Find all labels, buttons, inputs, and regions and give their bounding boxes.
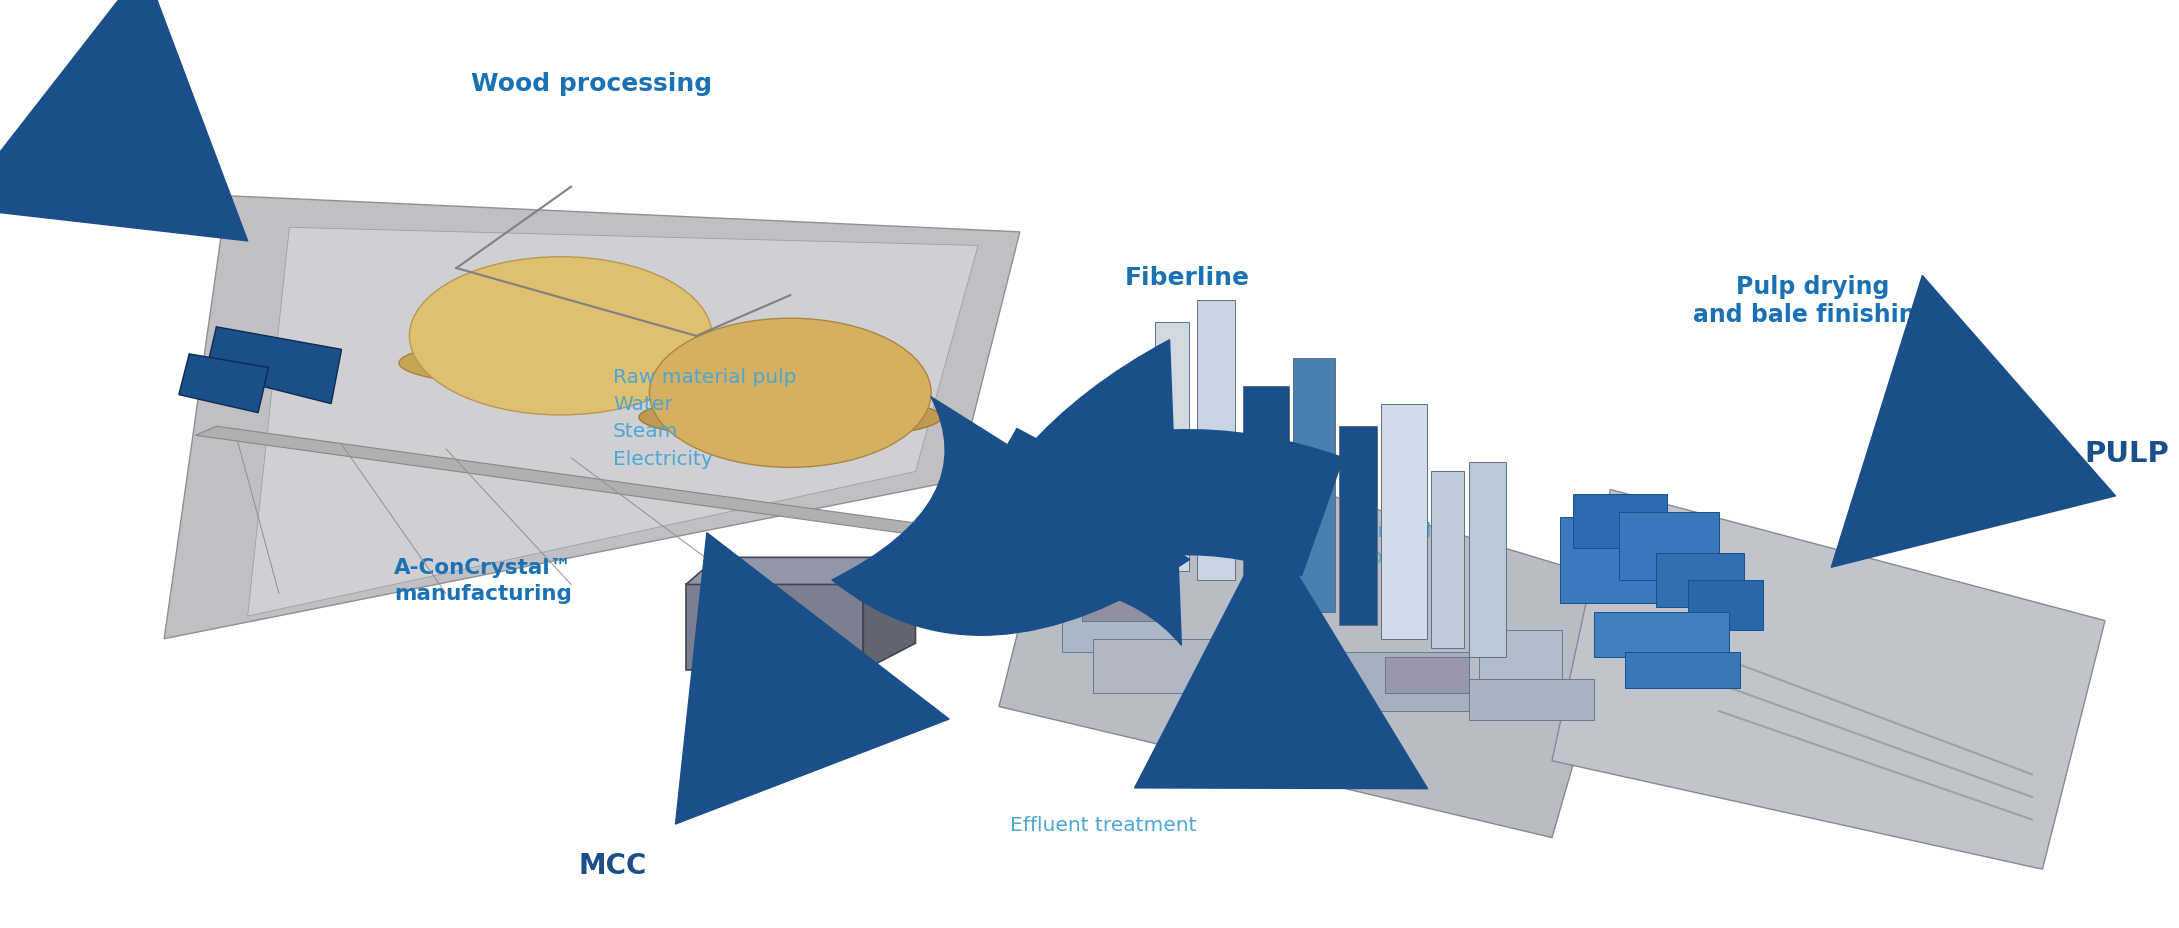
Polygon shape (686, 558, 915, 585)
Polygon shape (1551, 490, 2105, 870)
Bar (1083, 575, 1155, 621)
Bar (1689, 580, 1763, 630)
Bar (1386, 657, 1469, 693)
Bar (1593, 612, 1730, 657)
Text: PULP: PULP (2083, 440, 2168, 468)
Bar (1432, 472, 1464, 648)
Bar (1469, 463, 1506, 657)
Polygon shape (196, 427, 967, 540)
Text: WOOD: WOOD (76, 52, 183, 80)
Text: MCC: MCC (580, 851, 647, 879)
Text: Pulp drying
and bale finishing: Pulp drying and bale finishing (1693, 275, 1933, 327)
Bar (1573, 495, 1667, 548)
Bar (1292, 359, 1336, 612)
Text: Wood processing: Wood processing (471, 71, 713, 96)
Ellipse shape (649, 319, 930, 468)
Bar (1155, 323, 1190, 572)
Ellipse shape (410, 257, 713, 416)
Bar (1196, 301, 1235, 580)
Bar (1340, 427, 1377, 625)
Bar (1381, 405, 1427, 639)
Polygon shape (863, 558, 915, 671)
Polygon shape (163, 197, 1020, 639)
Ellipse shape (638, 395, 941, 440)
Text: Fiberline: Fiberline (1124, 265, 1249, 290)
Ellipse shape (399, 339, 723, 389)
Text: Chemical
recovery: Chemical recovery (1340, 522, 1432, 566)
Bar (1094, 639, 1281, 693)
Bar (1619, 512, 1719, 580)
Bar (1061, 585, 1177, 652)
Bar (1240, 652, 1469, 711)
Bar (1560, 517, 1682, 603)
Bar (1626, 652, 1739, 689)
Text: Raw material pulp
Water
Steam
Electricity: Raw material pulp Water Steam Electricit… (612, 367, 795, 468)
Polygon shape (998, 418, 1626, 838)
Bar (1469, 679, 1593, 720)
Polygon shape (248, 228, 978, 616)
Bar (1480, 630, 1562, 679)
Polygon shape (686, 585, 863, 671)
Bar (1244, 386, 1290, 603)
Polygon shape (207, 328, 342, 405)
Text: A-ConCrystal™
manufacturing: A-ConCrystal™ manufacturing (394, 558, 571, 603)
Text: Effluent treatment: Effluent treatment (1011, 815, 1196, 833)
Polygon shape (179, 354, 268, 413)
Bar (1656, 553, 1743, 608)
